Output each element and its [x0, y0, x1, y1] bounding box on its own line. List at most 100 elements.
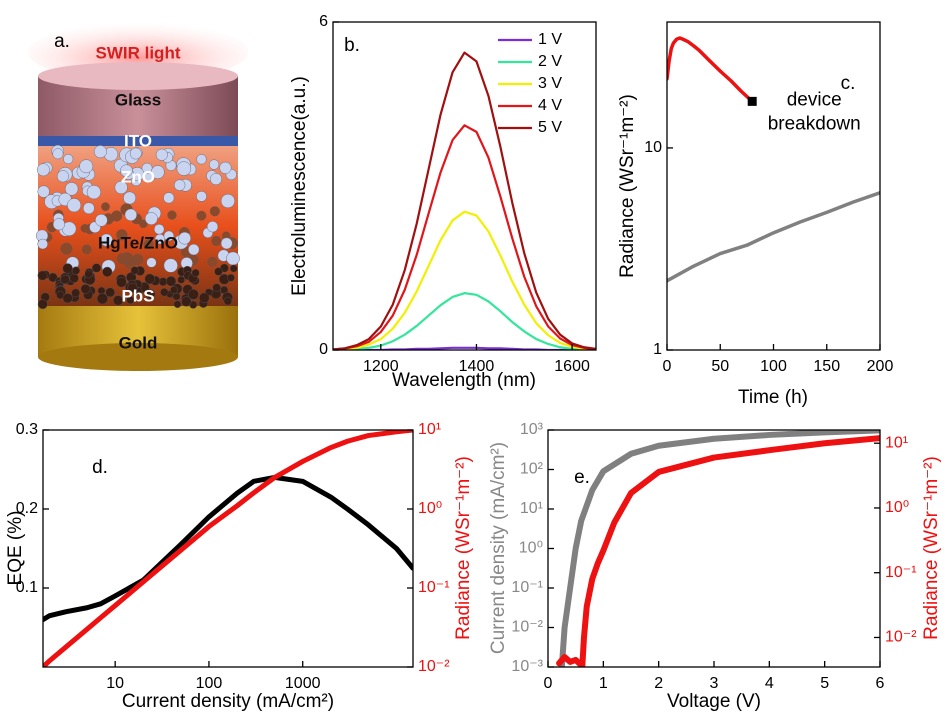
- sphere: [219, 161, 232, 174]
- sphere: [163, 230, 175, 242]
- sphere: [150, 165, 165, 179]
- y-tick-label: 10: [644, 139, 662, 156]
- end-marker: [747, 96, 757, 106]
- layer-label: SWIR light: [96, 43, 181, 62]
- y2-tick-label: 10⁻¹: [885, 564, 917, 581]
- y-tick-label: 0.2: [16, 500, 38, 517]
- sphere: [163, 192, 175, 204]
- sphere: [214, 267, 223, 276]
- data-line: [333, 124, 596, 350]
- sphere: [96, 293, 108, 305]
- gold-bottom: [38, 343, 238, 371]
- sphere: [177, 275, 186, 284]
- sphere: [101, 202, 110, 211]
- sphere: [163, 258, 178, 273]
- data-line: [333, 346, 596, 350]
- sphere: [56, 170, 69, 183]
- sphere: [80, 284, 91, 294]
- panel-label: a.: [54, 31, 70, 52]
- sphere: [191, 268, 200, 277]
- sphere: [155, 148, 168, 161]
- sphere: [52, 218, 65, 231]
- legend-label: 2 V: [538, 53, 562, 70]
- glass-top: [38, 62, 238, 90]
- sphere: [223, 296, 233, 306]
- y2-tick-label: 10⁻¹: [418, 579, 450, 596]
- sphere: [209, 159, 220, 170]
- sphere: [105, 287, 115, 298]
- sphere: [196, 210, 207, 221]
- layer-label: Gold: [119, 333, 158, 352]
- y2-axis-title: Radiance (WSr⁻¹m⁻²): [453, 456, 474, 640]
- x-tick-label: 0: [544, 675, 553, 692]
- sphere: [93, 145, 107, 159]
- x-tick-label: 150: [813, 358, 840, 375]
- sphere: [196, 154, 207, 165]
- plot-area: [667, 36, 880, 283]
- sphere: [80, 224, 90, 233]
- sphere: [84, 270, 93, 279]
- sphere: [123, 191, 137, 205]
- sphere: [67, 198, 82, 213]
- y-axis-title: Current density (mA/cm²): [488, 442, 509, 654]
- y2-axis-title: Radiance (WSr⁻¹m⁻²): [921, 456, 942, 640]
- sphere: [114, 180, 128, 195]
- layer-label: ITO: [124, 131, 152, 150]
- layer-label: Glass: [115, 90, 161, 109]
- y-tick-label: 10³: [520, 421, 544, 438]
- sphere: [176, 161, 192, 176]
- y-tick-label: 10²: [520, 461, 544, 478]
- x-tick-label: 1200: [363, 358, 399, 375]
- panel-label: e.: [574, 467, 590, 488]
- y-axis-title: EQE (%): [5, 511, 26, 586]
- plot-frame: [332, 21, 597, 351]
- x-tick-label: 200: [867, 358, 894, 375]
- sphere: [113, 295, 124, 306]
- sphere: [211, 235, 222, 246]
- y-tick-label: 10⁻¹: [511, 579, 543, 596]
- sphere: [144, 273, 156, 285]
- sphere: [69, 273, 79, 283]
- plot-area: [333, 51, 596, 350]
- sphere: [116, 253, 128, 264]
- y2-tick-label: 10⁻²: [418, 658, 450, 675]
- y2-tick-label: 10⁰: [885, 499, 909, 516]
- sphere: [146, 257, 157, 268]
- layer-label: HgTe/ZnO: [98, 233, 178, 252]
- sphere: [60, 274, 70, 285]
- sphere: [145, 289, 156, 300]
- y2-tick-label: 10⁻²: [885, 629, 917, 646]
- x-tick-label: 1: [599, 675, 608, 692]
- sphere: [37, 270, 48, 281]
- legend-label: 4 V: [538, 97, 562, 114]
- sphere: [63, 154, 74, 165]
- layer-label: PbS: [121, 286, 154, 305]
- sphere: [116, 276, 127, 288]
- sphere: [196, 191, 207, 202]
- sphere: [229, 264, 238, 273]
- sphere: [206, 221, 219, 233]
- sphere: [116, 229, 128, 241]
- sphere: [37, 185, 50, 198]
- sphere: [52, 148, 64, 160]
- sphere: [37, 238, 48, 250]
- x-tick-label: 100: [196, 675, 223, 692]
- sphere: [220, 237, 233, 250]
- y2-tick-label: 10¹: [885, 434, 908, 451]
- y2-tick-label: 10⁰: [418, 500, 442, 517]
- legend-label: 1 V: [538, 31, 562, 48]
- legend-label: 5 V: [538, 119, 562, 136]
- y-tick-label: 0: [319, 341, 328, 358]
- x-tick-label: 50: [711, 358, 729, 375]
- sphere: [71, 288, 81, 298]
- sphere: [165, 276, 177, 287]
- x-tick-label: 3: [710, 675, 719, 692]
- y-tick-label: 6: [319, 13, 328, 30]
- data-line: [333, 292, 596, 350]
- annotation: device: [787, 89, 842, 110]
- x-tick-label: 1600: [554, 358, 590, 375]
- sphere: [36, 163, 50, 177]
- x-tick-label: 4: [765, 675, 774, 692]
- y2-tick-label: 10¹: [418, 421, 441, 438]
- sphere: [62, 263, 73, 274]
